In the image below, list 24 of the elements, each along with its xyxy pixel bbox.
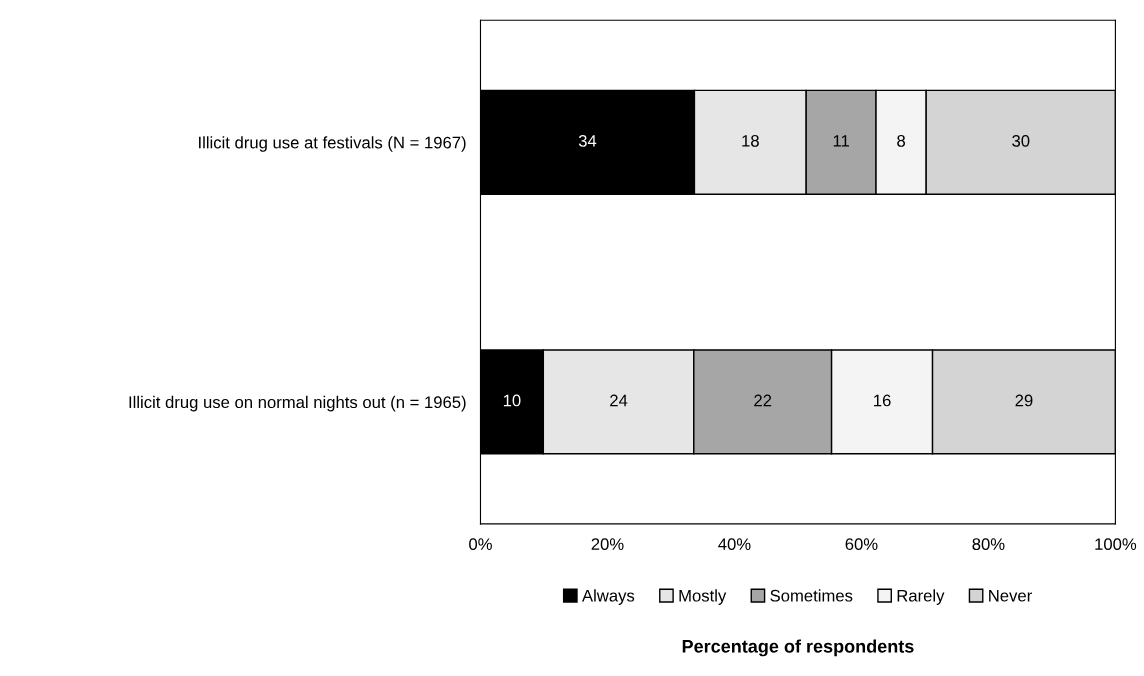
data-label: 30 (1012, 134, 1030, 147)
legend-label: Mostly (679, 589, 727, 605)
data-label: 34 (578, 134, 597, 147)
data-label: 10 (503, 394, 521, 407)
data-label: 18 (742, 134, 759, 147)
x-axis-title: Percentage of respondents (682, 639, 914, 657)
y-tick-label: Illicit drug use on normal nights out (n = 1965) (129, 395, 466, 412)
y-tick-label: Illicit drug use at festivals (N = 1967) (199, 136, 466, 152)
legend-label: Sometimes (770, 589, 853, 602)
x-tick-label: 40% (718, 538, 751, 551)
data-label: 16 (874, 394, 891, 407)
data-label: 29 (1015, 394, 1033, 407)
x-tick-label: 0% (469, 538, 492, 551)
x-tick-label: 60% (845, 538, 878, 551)
data-label: 22 (754, 394, 772, 407)
data-label: 8 (897, 134, 906, 147)
legend-label: Never (989, 589, 1032, 602)
legend-label: Rarely (897, 589, 945, 605)
data-label: 24 (610, 394, 628, 407)
x-tick-label: 20% (591, 538, 624, 551)
data-label: 11 (833, 135, 849, 147)
x-tick-label: 100% (1095, 538, 1137, 551)
x-tick-label: 80% (972, 538, 1005, 551)
legend-label: Always (582, 589, 635, 605)
